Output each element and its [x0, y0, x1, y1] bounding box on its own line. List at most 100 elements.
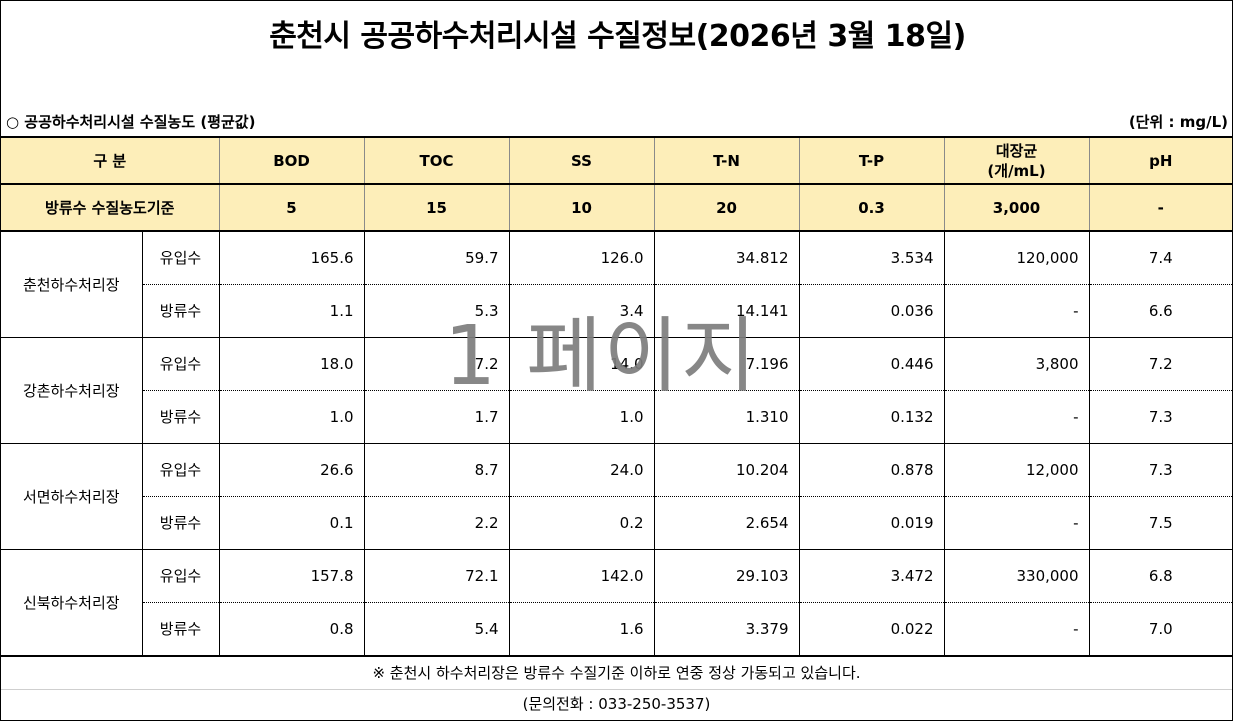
header-coliform-line1: 대장균	[995, 141, 1038, 160]
cell-tn: 10.204	[653, 443, 800, 497]
row-kind: 방류수	[141, 390, 220, 444]
header-ss: SS	[508, 136, 655, 185]
header-toc: TOC	[363, 136, 510, 185]
row-kind: 유입수	[141, 549, 220, 603]
page-title: 춘천시 공공하수처리시설 수질정보(2026년 3월 18일)	[269, 19, 966, 54]
header-tn: T-N	[653, 136, 800, 185]
cell-tn: 2.654	[653, 496, 800, 550]
cell-tp: 3.534	[798, 231, 945, 285]
table-row: 방류수 1.1 5.3 3.4 14.141 0.036 - 6.6	[1, 284, 1233, 338]
table-row: 방류수 1.0 1.7 1.0 1.310 0.132 - 7.3	[1, 390, 1233, 444]
cell-tn: 29.103	[653, 549, 800, 603]
row-kind: 방류수	[141, 602, 220, 656]
cell-coliform: -	[943, 602, 1090, 656]
cell-tp: 0.132	[798, 390, 945, 444]
cell-ph: 6.6	[1088, 284, 1233, 338]
cell-toc: 8.7	[363, 443, 510, 497]
section-label: ○ 공공하수처리시설 수질농도 (평균값)	[6, 113, 256, 131]
cell-ss: 3.4	[508, 284, 655, 338]
contact-info: (문의전화 : 033-250-3537)	[522, 695, 711, 713]
cell-ph: 7.2	[1088, 337, 1233, 391]
standard-bod: 5	[218, 184, 365, 232]
standard-label: 방류수 수질농도기준	[1, 184, 220, 232]
header-tp: T-P	[798, 136, 945, 185]
table-row: 강촌하수처리장 유입수 18.0 7.2 14.0 7.196 0.446 3,…	[1, 337, 1233, 444]
cell-ph: 7.5	[1088, 496, 1233, 550]
plant-name: 서면하수처리장	[1, 443, 142, 550]
cell-bod: 0.1	[218, 496, 365, 550]
plant-name: 신북하수처리장	[1, 549, 142, 656]
row-kind: 유입수	[141, 443, 220, 497]
table-row: 방류수 0.8 5.4 1.6 3.379 0.022 - 7.0	[1, 602, 1233, 656]
cell-bod: 18.0	[218, 337, 365, 391]
row-kind: 방류수	[141, 496, 220, 550]
cell-coliform: -	[943, 390, 1090, 444]
cell-bod: 1.0	[218, 390, 365, 444]
cell-tp: 0.446	[798, 337, 945, 391]
table-row: 춘천하수처리장 유입수 165.6 59.7 126.0 34.812 3.53…	[1, 231, 1233, 338]
cell-tp: 0.022	[798, 602, 945, 656]
header-ph: pH	[1088, 136, 1233, 185]
row-kind: 유입수	[141, 231, 220, 285]
header-bod: BOD	[218, 136, 365, 185]
header-category: 구 분	[1, 136, 220, 185]
table-subheader: ○ 공공하수처리시설 수질농도 (평균값) (단위 : mg/L)	[6, 109, 1228, 131]
header-row: 구 분 BOD TOC SS T-N T-P 대장균 (개/mL) pH	[1, 136, 1233, 185]
cell-ss: 14.0	[508, 337, 655, 391]
table-row: 서면하수처리장 유입수 26.6 8.7 24.0 10.204 0.878 1…	[1, 443, 1233, 550]
row-kind: 유입수	[141, 337, 220, 391]
cell-tn: 14.141	[653, 284, 800, 338]
cell-bod: 1.1	[218, 284, 365, 338]
cell-toc: 5.4	[363, 602, 510, 656]
standard-coliform: 3,000	[943, 184, 1090, 232]
cell-tn: 1.310	[653, 390, 800, 444]
table-row: 신북하수처리장 유입수 157.8 72.1 142.0 29.103 3.47…	[1, 549, 1233, 656]
standard-tp: 0.3	[798, 184, 945, 232]
cell-ss: 0.2	[508, 496, 655, 550]
standard-toc: 15	[363, 184, 510, 232]
cell-tn: 7.196	[653, 337, 800, 391]
row-kind: 방류수	[141, 284, 220, 338]
cell-coliform: 330,000	[943, 549, 1090, 603]
cell-ss: 126.0	[508, 231, 655, 285]
cell-ph: 6.8	[1088, 549, 1233, 603]
cell-coliform: -	[943, 496, 1090, 550]
table-row: 방류수 0.1 2.2 0.2 2.654 0.019 - 7.5	[1, 496, 1233, 550]
cell-ph: 7.0	[1088, 602, 1233, 656]
water-quality-table: 구 분 BOD TOC SS T-N T-P 대장균 (개/mL) pH 방류수…	[1, 136, 1233, 656]
cell-coliform: 120,000	[943, 231, 1090, 285]
unit-label: (단위 : mg/L)	[1128, 113, 1228, 131]
cell-toc: 59.7	[363, 231, 510, 285]
cell-coliform: -	[943, 284, 1090, 338]
cell-coliform: 3,800	[943, 337, 1090, 391]
cell-toc: 5.3	[363, 284, 510, 338]
cell-tn: 3.379	[653, 602, 800, 656]
cell-tp: 0.019	[798, 496, 945, 550]
cell-ss: 1.6	[508, 602, 655, 656]
standard-row: 방류수 수질농도기준 5 15 10 20 0.3 3,000 -	[1, 184, 1233, 232]
cell-toc: 2.2	[363, 496, 510, 550]
plant-name: 춘천하수처리장	[1, 231, 142, 338]
footnote: ※ 춘천시 하수처리장은 방류수 수질기준 이하로 연중 정상 가동되고 있습니…	[1, 655, 1232, 690]
standard-ph: -	[1088, 184, 1233, 232]
cell-tp: 3.472	[798, 549, 945, 603]
standard-tn: 20	[653, 184, 800, 232]
cell-coliform: 12,000	[943, 443, 1090, 497]
cell-ss: 24.0	[508, 443, 655, 497]
cell-tp: 0.878	[798, 443, 945, 497]
cell-toc: 72.1	[363, 549, 510, 603]
cell-ss: 142.0	[508, 549, 655, 603]
cell-bod: 157.8	[218, 549, 365, 603]
cell-tp: 0.036	[798, 284, 945, 338]
cell-bod: 26.6	[218, 443, 365, 497]
cell-ph: 7.3	[1088, 443, 1233, 497]
cell-tn: 34.812	[653, 231, 800, 285]
standard-ss: 10	[508, 184, 655, 232]
cell-ss: 1.0	[508, 390, 655, 444]
cell-toc: 1.7	[363, 390, 510, 444]
cell-ph: 7.3	[1088, 390, 1233, 444]
header-coliform: 대장균 (개/mL)	[943, 136, 1090, 185]
cell-bod: 0.8	[218, 602, 365, 656]
cell-ph: 7.4	[1088, 231, 1233, 285]
